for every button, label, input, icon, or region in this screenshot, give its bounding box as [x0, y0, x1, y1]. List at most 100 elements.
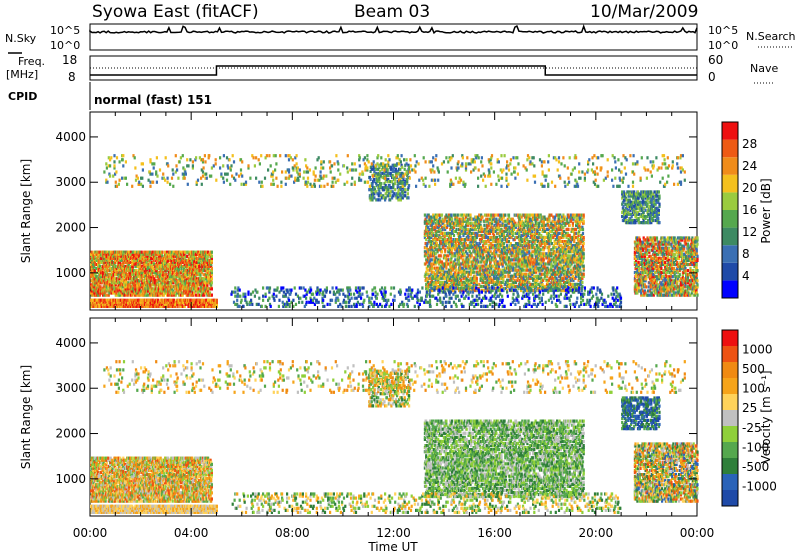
freq-line — [90, 66, 697, 75]
cpid-label: CPID — [8, 90, 37, 103]
echo-cell — [503, 246, 505, 249]
echo-cell — [211, 287, 213, 290]
echo-cell — [454, 214, 456, 217]
freq-label: Freq. — [18, 55, 45, 68]
echo-cell — [502, 220, 504, 223]
echo-cell — [508, 240, 510, 243]
echo-cell — [483, 289, 485, 292]
echo-cell — [94, 263, 96, 266]
echo-cell — [147, 294, 149, 297]
echo-cell — [441, 250, 443, 253]
echo-cell — [124, 294, 126, 297]
nave-tick-top: 60 — [708, 53, 723, 67]
freq-tick-top: 18 — [62, 53, 77, 67]
nsky-trace — [90, 26, 697, 33]
echo-cell — [519, 258, 521, 261]
echo-cell — [424, 214, 426, 217]
echo-cell — [431, 258, 433, 261]
nsky-tick-bottom: 10^0 — [50, 39, 80, 52]
nave-tick-bottom: 0 — [708, 70, 716, 84]
date-title: 10/Mar/2009 — [590, 2, 698, 22]
echo-cell — [451, 218, 453, 221]
echo-cell — [490, 214, 492, 217]
echo-cell — [495, 271, 497, 274]
echo-cell — [435, 256, 437, 259]
echo-cell — [476, 277, 478, 280]
echo-cell — [495, 218, 497, 221]
freq-unit: [MHz] — [6, 68, 38, 81]
echo-cell — [454, 258, 456, 261]
echo-cell — [426, 269, 428, 272]
echo-cell — [489, 254, 491, 257]
echo-cell — [468, 236, 470, 239]
echo-cell — [450, 214, 452, 217]
echo-cell — [211, 267, 213, 270]
echo-cell — [444, 248, 446, 251]
nsky-panel — [90, 24, 697, 50]
nsky-tick-top: 10^5 — [50, 24, 80, 37]
echo-cell — [211, 281, 213, 284]
echo-cell — [492, 265, 494, 268]
echo-cell — [453, 234, 455, 237]
echo-cell — [512, 232, 514, 235]
echo-cell — [161, 251, 163, 254]
echo-cell — [504, 275, 506, 278]
echo-cell — [468, 214, 470, 217]
echo-cell — [435, 252, 437, 255]
echo-cell — [444, 232, 446, 235]
echo-cell — [487, 265, 489, 268]
nave-label: Nave — [750, 62, 778, 75]
echo-cell — [454, 254, 456, 257]
echo-cell — [455, 269, 457, 272]
echo-cell — [440, 281, 442, 284]
echo-cell — [500, 244, 502, 247]
echo-cell — [478, 234, 480, 237]
echo-cell — [508, 256, 510, 259]
echo-cell — [482, 265, 484, 268]
echo-cell — [460, 279, 462, 282]
cpid-value: normal (fast) 151 — [94, 93, 212, 107]
nsky-label: N.Sky — [5, 32, 37, 45]
echo-cell — [517, 277, 519, 280]
echo-cell — [457, 220, 459, 223]
echo-cell — [186, 255, 188, 258]
echo-cell — [428, 236, 430, 239]
echo-cell — [469, 214, 471, 217]
echo-cell — [428, 228, 430, 231]
echo-cell — [112, 251, 114, 254]
freq-tick-bottom: 8 — [68, 70, 76, 84]
beam-title: Beam 03 — [354, 2, 430, 22]
echo-cell — [486, 218, 488, 221]
echo-cell — [488, 240, 490, 243]
echo-cell — [515, 224, 517, 227]
echo-cell — [203, 273, 205, 276]
echo-cell — [471, 254, 473, 257]
echo-cell — [465, 228, 467, 231]
echo-cell — [471, 222, 473, 225]
echo-cell — [98, 251, 100, 254]
echo-cell — [459, 214, 461, 217]
echo-cell — [483, 224, 485, 227]
echo-cell — [472, 236, 474, 239]
echo-cell — [480, 285, 482, 288]
echo-cell — [475, 228, 477, 231]
echo-cell — [440, 254, 442, 257]
freq-trace — [90, 66, 697, 75]
echo-cell — [473, 218, 475, 221]
echo-cell — [473, 271, 475, 274]
nsearch-tick-bottom: 10^0 — [708, 39, 738, 52]
echo-cell — [505, 262, 507, 265]
echo-cell — [216, 299, 218, 302]
echo-cell — [149, 251, 151, 254]
nsearch-tick-top: 10^5 — [708, 24, 738, 37]
echo-cell — [211, 251, 213, 254]
echo-cell — [211, 277, 213, 280]
echo-cell — [464, 254, 466, 257]
echo-cell — [487, 236, 489, 239]
echo-cell — [141, 251, 143, 254]
echo-cell — [516, 269, 518, 272]
echo-cell — [504, 214, 506, 217]
echo-cell — [485, 240, 487, 243]
echo-cell — [453, 230, 455, 233]
